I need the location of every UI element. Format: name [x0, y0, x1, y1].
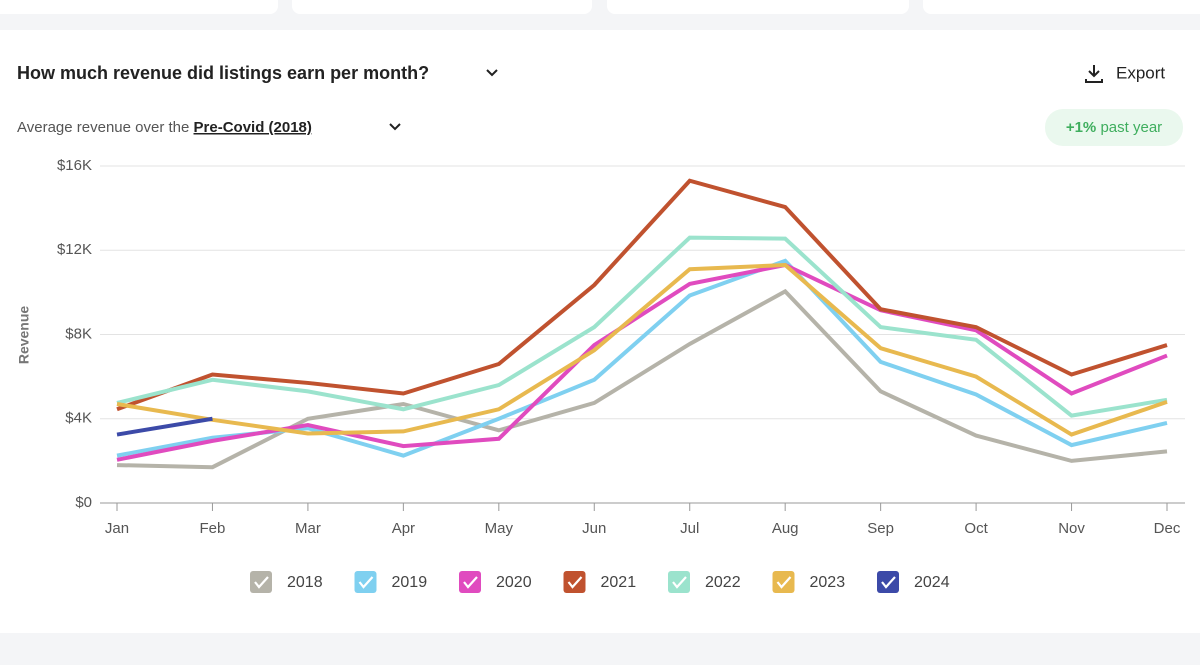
y-tick-label: $12K	[57, 241, 92, 258]
series-line	[116, 178, 1168, 412]
series-line	[116, 416, 213, 437]
subtitle-prefix: Average revenue over the	[17, 119, 189, 136]
x-tick-label: Apr	[392, 520, 415, 537]
title: How much revenue did listings earn per m…	[17, 63, 429, 83]
card	[0, 0, 278, 14]
legend-item[interactable]: 2018	[250, 571, 323, 593]
legend-label: 2023	[810, 574, 846, 591]
check-icon	[463, 576, 478, 589]
y-tick-label: $4K	[65, 410, 92, 427]
y-tick-label: $0	[75, 494, 92, 511]
legend-checkbox	[877, 571, 899, 593]
chevron[interactable]	[389, 123, 401, 131]
y-tick-label: $8K	[65, 325, 92, 342]
x-tick-label: Jan	[105, 520, 129, 537]
x-tick-label: Jul	[680, 520, 699, 537]
legend-item[interactable]: 2022	[668, 571, 741, 593]
export-label: Export	[1116, 63, 1165, 82]
chart-card	[0, 30, 1200, 633]
series-line	[116, 262, 1168, 462]
legend-checkbox	[354, 571, 377, 593]
y-tick-label: $16K	[57, 157, 92, 174]
check-icon	[254, 576, 269, 589]
legend-checkbox	[668, 571, 690, 593]
check-icon	[881, 576, 896, 589]
check-icon	[567, 576, 583, 589]
y-axis-label: Revenue	[16, 306, 32, 365]
export-button[interactable]: Export	[1085, 63, 1165, 83]
legend-label: 2020	[496, 574, 532, 591]
subtitle: Average revenue over the Pre-Covid (2018…	[17, 119, 312, 136]
card	[923, 0, 1200, 14]
badge	[1045, 109, 1183, 146]
x-tick-label: May	[485, 520, 514, 537]
x-tick-label: Feb	[200, 520, 226, 537]
card	[607, 0, 909, 14]
period-link[interactable]: Pre-Covid (2018)	[194, 119, 312, 136]
x-tick-label: Nov	[1058, 520, 1085, 537]
legend-item[interactable]: 2023	[772, 571, 846, 593]
series-line	[116, 262, 1168, 437]
check-icon	[358, 576, 374, 589]
badge-text: +1% past year	[1066, 119, 1162, 136]
legend-checkbox	[250, 571, 272, 593]
x-tick-label: Aug	[772, 520, 799, 537]
legend-label: 2021	[601, 574, 637, 591]
check-icon	[672, 576, 687, 589]
legend-checkbox	[563, 571, 586, 593]
legend-checkbox	[772, 571, 795, 593]
legend-label: 2018	[287, 574, 323, 591]
legend-item[interactable]: 2024	[877, 571, 950, 593]
badge-label: past year	[1100, 119, 1162, 136]
badge-value: +1%	[1066, 119, 1096, 136]
x-tick-label: Oct	[964, 520, 988, 537]
x-tick-label: Mar	[295, 520, 321, 537]
series-line	[116, 235, 1168, 418]
plot: $0 $4K $8K $12K $16K Jan Feb Mar Apr May Jun Jul Aug…	[57, 157, 1185, 593]
download-icon	[1085, 65, 1103, 83]
legend-label: 2024	[914, 574, 950, 591]
legend-item[interactable]: 2020	[459, 571, 532, 593]
chevron[interactable]	[486, 69, 498, 77]
legend-item[interactable]: 2021	[563, 571, 637, 593]
x-tick-label: Dec	[1154, 520, 1181, 537]
legend-item[interactable]: 2019	[354, 571, 428, 593]
x-tick-label: Sep	[867, 520, 894, 537]
legend-label: 2019	[392, 574, 428, 591]
legend-checkbox	[459, 571, 481, 593]
check-icon	[776, 576, 792, 589]
legend-label: 2022	[705, 574, 741, 591]
card	[292, 0, 592, 14]
x-tick-label: Jun	[582, 520, 606, 537]
